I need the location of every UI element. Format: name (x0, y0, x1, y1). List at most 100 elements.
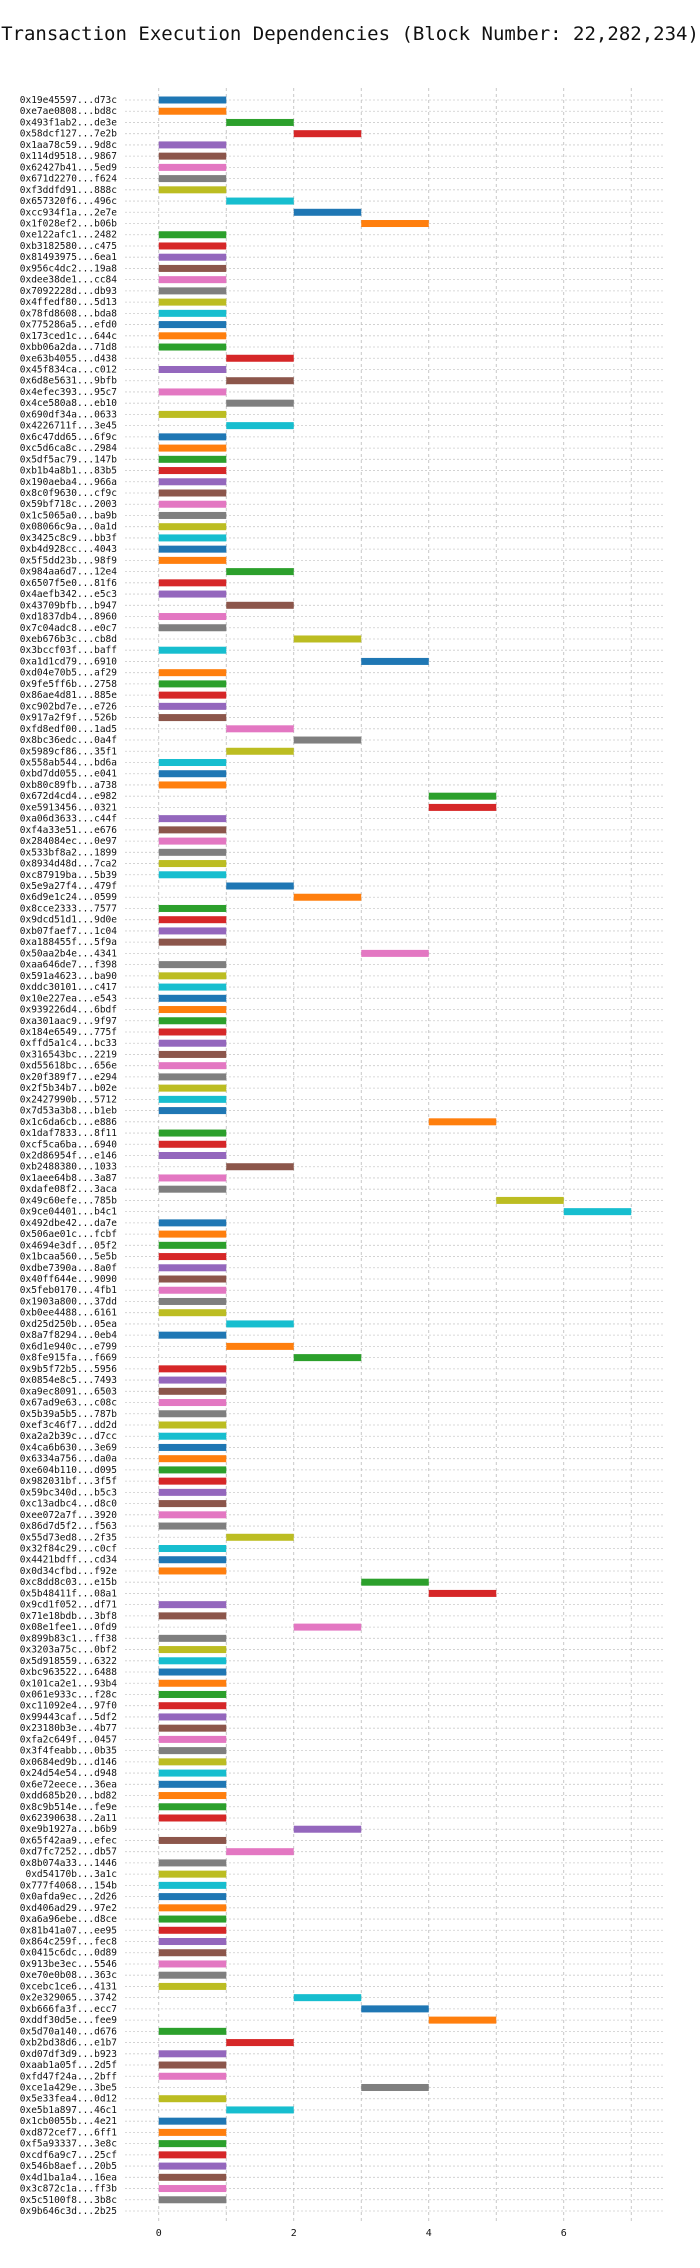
tx-bar (158, 1230, 227, 1238)
tx-label: 0x899b83c1...ff38 (20, 1633, 118, 1644)
tx-label: 0xe63b4055...d438 (20, 353, 118, 364)
tx-bar (158, 1702, 227, 1710)
tx-label: 0x9cd1f052...df71 (20, 1600, 118, 1611)
tx-label: 0xd55618bc...656e (20, 1061, 118, 1072)
tx-label: 0xe604b110...d095 (20, 1465, 117, 1476)
tx-bar (158, 1960, 227, 1968)
tx-bar (428, 1118, 497, 1126)
tx-label: 0x8bc36edc...0a4f (20, 735, 117, 746)
tx-bar (158, 1982, 227, 1990)
tx-bar (226, 399, 294, 407)
tx-bar (158, 1713, 227, 1721)
tx-bar (158, 1657, 227, 1665)
tx-bar (158, 1893, 227, 1901)
tx-bar (226, 725, 294, 733)
tx-label: 0xcdf6a9c7...25cf (20, 2150, 117, 2161)
tx-bar (158, 1006, 227, 1014)
tx-bar (158, 1477, 227, 1485)
tx-label: 0xb0ee4488...6161 (20, 1308, 118, 1319)
tx-bar (158, 321, 227, 329)
tx-bar (158, 511, 227, 519)
tx-bar (158, 1443, 227, 1451)
tx-label: 0x6d1e940c...e799 (20, 1341, 118, 1352)
tx-label: 0x5feb0170...4fb1 (20, 1285, 118, 1296)
tx-bar (158, 1881, 227, 1889)
tx-bar (158, 1803, 227, 1811)
tx-bar (158, 1174, 227, 1182)
tx-label: 0xe122afc1...2482 (20, 230, 117, 241)
tx-label: 0x0684ed9b...d146 (20, 1757, 118, 1768)
tx-label: 0x1f028ef2...b06b (20, 219, 118, 230)
tx-label: 0x8b074a33...1446 (20, 1858, 118, 1869)
tx-label: 0x24d54e54...d948 (20, 1768, 118, 1779)
tx-bar (158, 455, 227, 463)
tx-bar (428, 2016, 497, 2024)
tx-bar (158, 1219, 227, 1227)
tx-label: 0x7092228d...db93 (20, 286, 117, 297)
tx-label: 0xe5b1a897...46c1 (20, 2105, 118, 2116)
tx-label: 0x984aa6d7...12e4 (20, 567, 118, 578)
tx-label: 0x864c259f...fec8 (20, 1937, 118, 1948)
tx-label: 0xb666fa3f...ecc7 (20, 2004, 117, 2015)
tx-bar (158, 556, 227, 564)
tx-bar (158, 1545, 227, 1553)
tx-bar (158, 410, 227, 418)
tx-bar (158, 1567, 227, 1575)
tx-bar (158, 579, 227, 587)
tx-bar (158, 141, 227, 149)
tx-bar (158, 2128, 227, 2136)
tx-label: 0x672d4cd4...e982 (20, 791, 117, 802)
tx-label: 0xa1d1cd79...6910 (20, 656, 118, 667)
tx-label: 0xfd47f24a...2bff (20, 2071, 117, 2082)
tx-label: 0x0415c6dc...0d89 (20, 1948, 118, 1959)
tx-label: 0xffd5a1c4...bc33 (20, 1038, 117, 1049)
tx-label: 0x101ca2e1...93b4 (20, 1678, 118, 1689)
tx-bar (158, 1253, 227, 1261)
tx-bar (226, 1320, 294, 1328)
tx-label: 0xd04e70b5...af29 (20, 668, 118, 679)
tx-bar (158, 624, 227, 632)
tx-label: 0x81b41a07...ee95 (20, 1925, 117, 1936)
x-tick-labels: 0 2 4 6 (156, 2228, 567, 2239)
tx-bar (158, 1432, 227, 1440)
tx-label: 0x6507f5e0...81f6 (20, 578, 118, 589)
tx-bar (226, 1848, 294, 1856)
tx-label: 0xa6a96ebe...d8ce (20, 1914, 118, 1925)
tx-bar (158, 388, 227, 396)
tx-label: 0x86ae4d81...885e (20, 690, 118, 701)
tx-bar (158, 1297, 227, 1305)
tx-label: 0x6e72eece...36ea (20, 1779, 117, 1790)
tx-label: 0x08e1fee1...0fd9 (20, 1622, 118, 1633)
tx-label: 0x1aa78c59...9d8c (20, 140, 117, 151)
tx-bar (226, 118, 294, 126)
tx-bar (361, 220, 429, 228)
tx-label: 0xcebc1ce6...4131 (20, 1981, 118, 1992)
tx-label: 0xb2488380...1033 (20, 1162, 117, 1173)
tx-bar (158, 1309, 227, 1317)
tx-bar (158, 2050, 227, 2058)
tx-label: 0xce1a429e...3be5 (20, 2082, 117, 2093)
tx-bar (293, 893, 362, 901)
tx-bar (158, 1488, 227, 1496)
tx-label: 0xb07faef7...1c04 (20, 926, 118, 937)
tx-bar (158, 1073, 227, 1081)
tx-bar (158, 1028, 227, 1036)
tx-bar (293, 1354, 362, 1362)
tx-bar (158, 702, 227, 710)
tx-label: 0x492dbe42...da7e (20, 1218, 118, 1229)
tx-bar (158, 365, 227, 373)
tx-label: 0x49c60efe...785b (20, 1195, 118, 1206)
tx-label: 0xdee38de1...cc84 (20, 275, 118, 286)
tx-label: 0x8cce2333...7577 (20, 903, 117, 914)
tx-bar (158, 1062, 227, 1070)
tx-label: 0xb2bd38d6...e1b7 (20, 2038, 117, 2049)
tx-label: 0xddf30d5e...fee9 (20, 2015, 118, 2026)
tx-bar (428, 792, 497, 800)
tx-label: 0x8fe915fa...f669 (20, 1353, 118, 1364)
tx-label: 0xef3c46f7...dd2d (20, 1420, 117, 1431)
tx-label: 0x6d9e1c24...0599 (20, 892, 118, 903)
tx-bar (158, 871, 227, 879)
tx-bar (158, 1084, 227, 1092)
tx-label: 0x4ca6b630...3e69 (20, 1442, 118, 1453)
tx-label: 0x62390638...2a11 (20, 1813, 118, 1824)
